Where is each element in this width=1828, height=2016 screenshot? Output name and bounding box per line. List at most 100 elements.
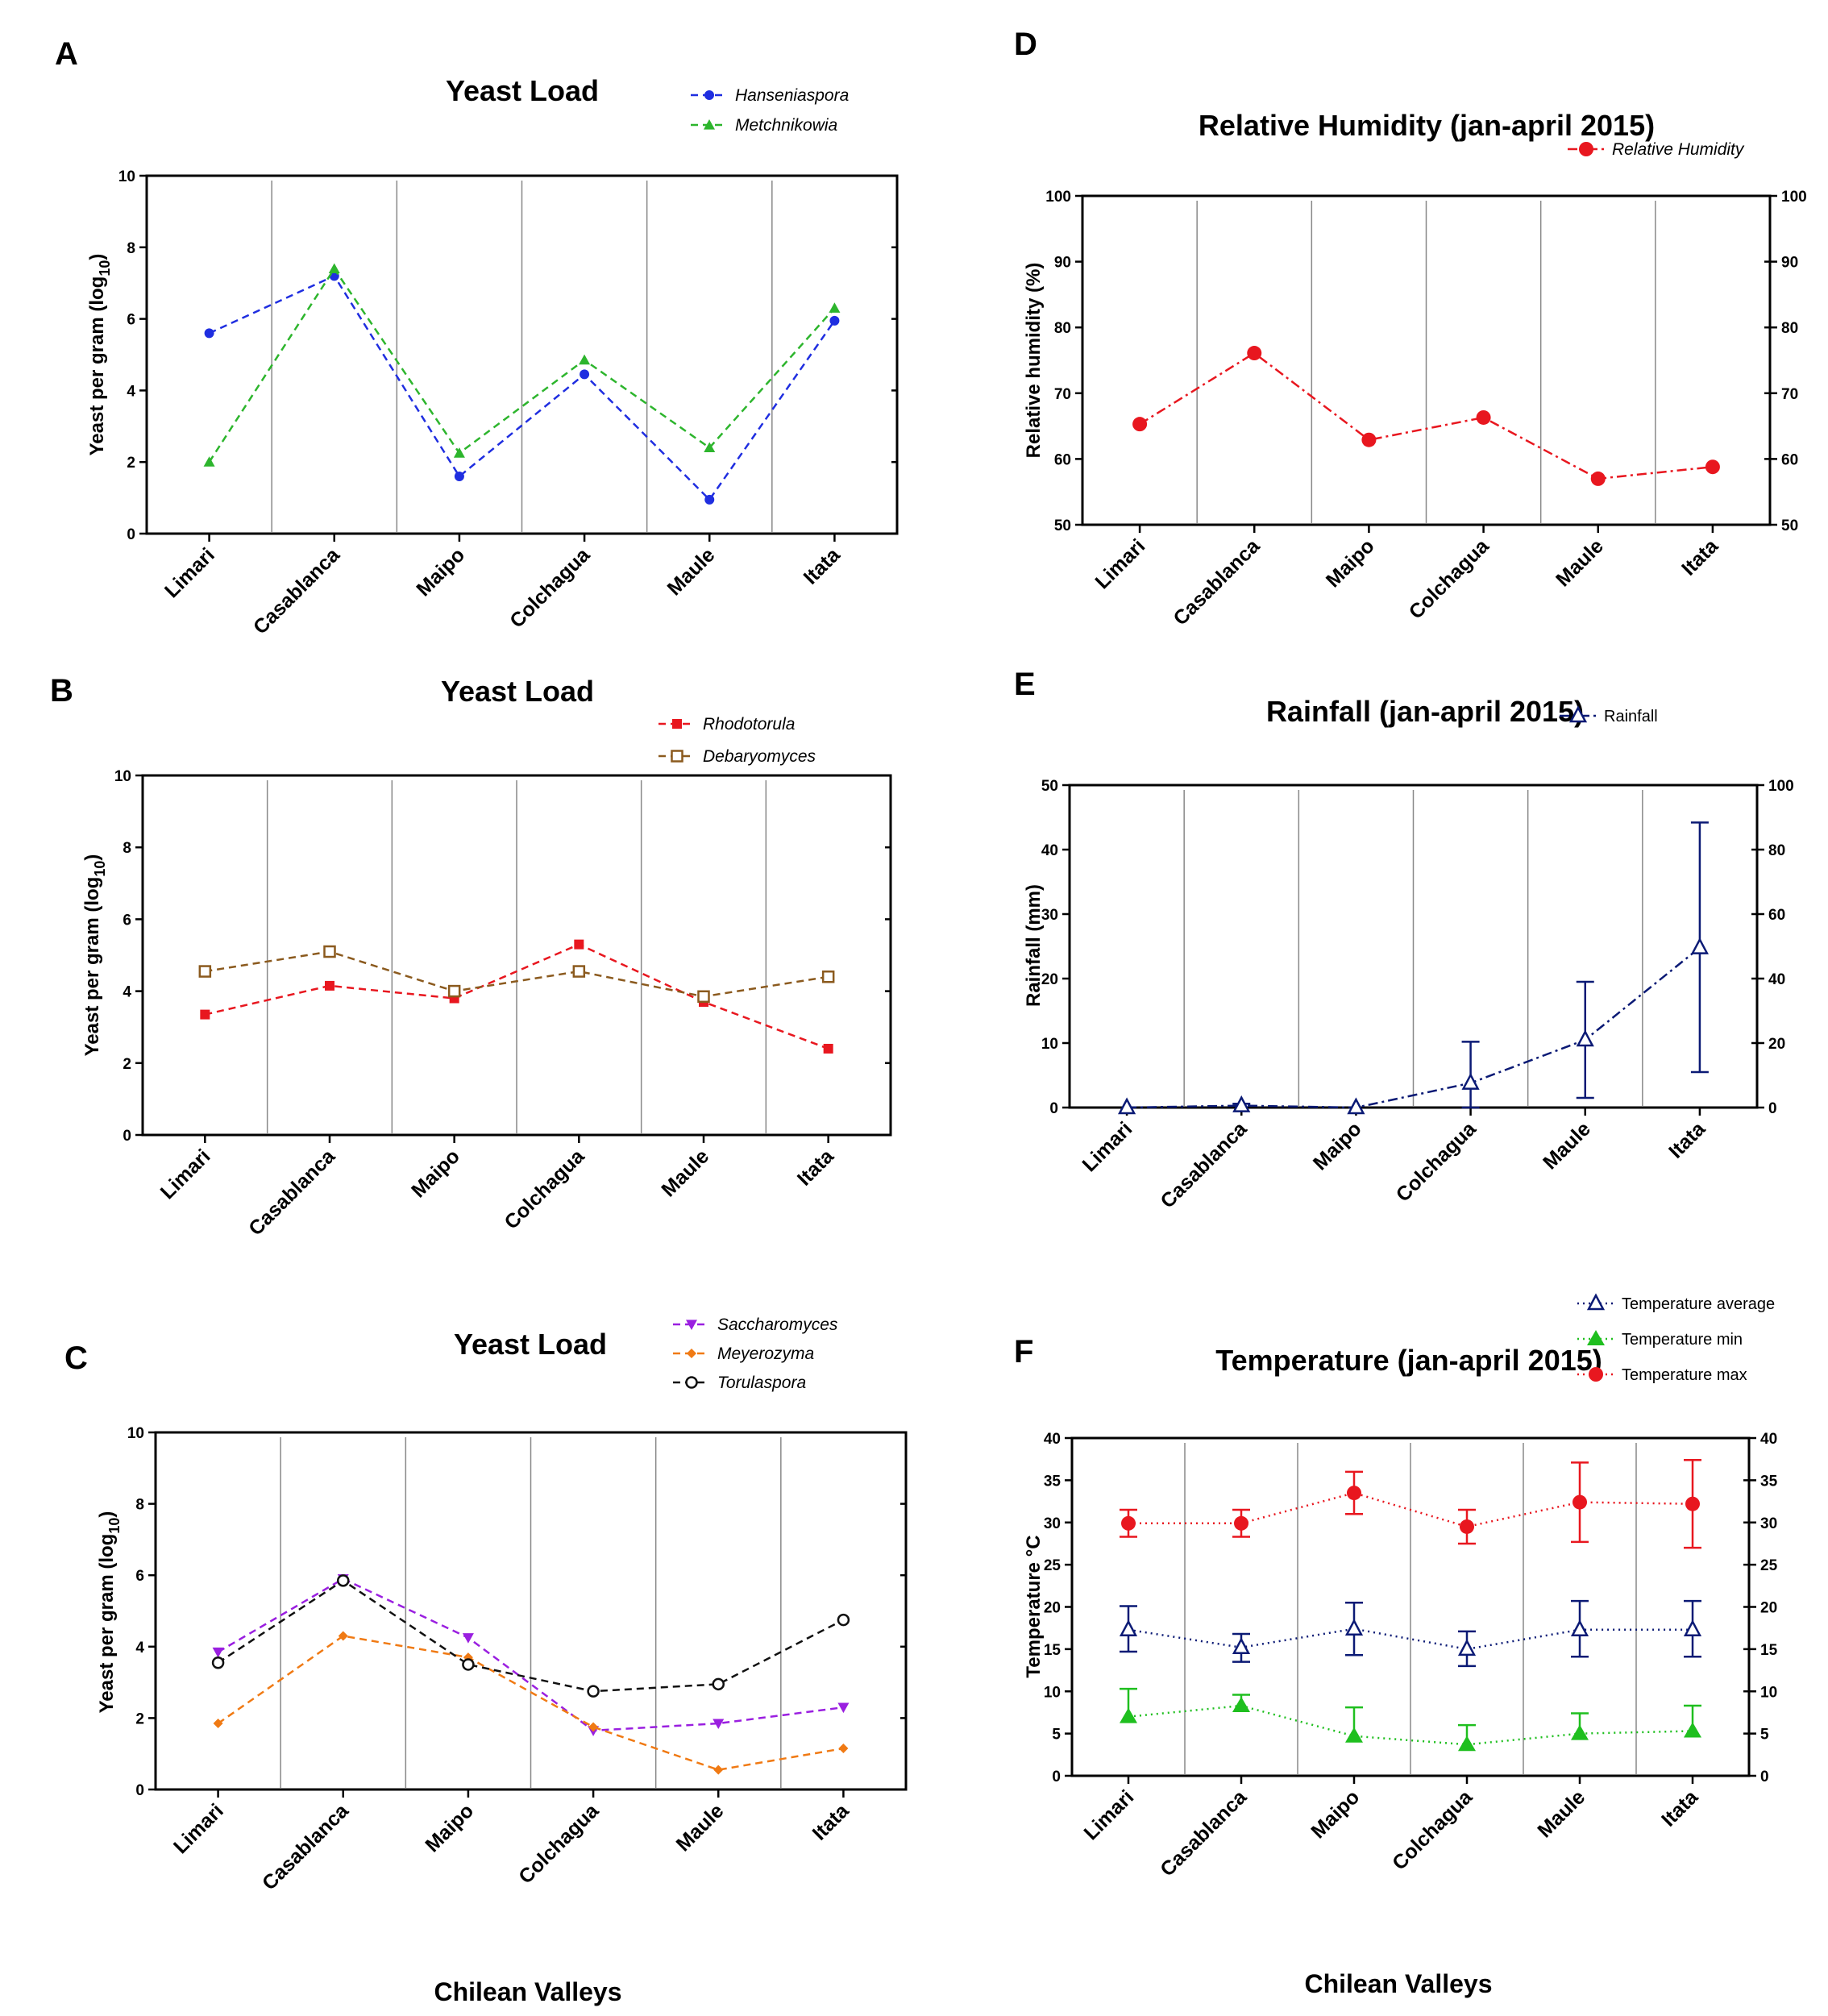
y-axis-label: Yeast per gram (log10) bbox=[86, 254, 113, 456]
y-tick-label: 10 bbox=[1041, 1036, 1058, 1053]
y-axis-label-part: Yeast per gram (log bbox=[86, 276, 108, 456]
legend-entry: Temperature average bbox=[1577, 1293, 1775, 1313]
series-relative-humidity bbox=[1132, 346, 1720, 486]
y-tick-label: 0 bbox=[1052, 1769, 1061, 1785]
legend-label: Saccharomyces bbox=[717, 1316, 838, 1334]
marker-point bbox=[1587, 1330, 1605, 1345]
chart-title: Yeast Load bbox=[454, 1328, 607, 1361]
right-y-tick-label: 0 bbox=[1760, 1769, 1769, 1785]
marker-point bbox=[1460, 1519, 1474, 1534]
panel-letter: A bbox=[55, 36, 78, 72]
y-tick-label: 30 bbox=[1044, 1515, 1061, 1532]
marker-point bbox=[712, 1677, 725, 1691]
marker-point bbox=[1572, 1494, 1587, 1510]
series-line bbox=[217, 1635, 844, 1771]
right-y-tick-label: 70 bbox=[1781, 386, 1798, 403]
y-axis-label-part: Yeast per gram (log bbox=[96, 1534, 118, 1714]
marker-point bbox=[462, 1658, 475, 1671]
series-line bbox=[209, 274, 836, 501]
marker-point bbox=[572, 965, 586, 978]
marker-point bbox=[1684, 1722, 1701, 1738]
marker-point bbox=[1121, 1515, 1136, 1531]
marker-point bbox=[704, 494, 715, 505]
legend-entry: Temperature min bbox=[1577, 1330, 1743, 1349]
marker-point bbox=[574, 939, 584, 950]
plot-frame bbox=[1068, 784, 1759, 1109]
marker-point bbox=[1247, 346, 1262, 361]
marker-point bbox=[213, 1719, 223, 1729]
marker-point bbox=[704, 442, 716, 453]
chart-title: Rainfall (jan-april 2015) bbox=[1266, 695, 1584, 728]
marker-point bbox=[829, 315, 840, 326]
marker-point bbox=[1232, 1697, 1250, 1713]
marker-point bbox=[1234, 1515, 1248, 1531]
marker-point bbox=[837, 1613, 850, 1627]
y-tick-label: 6 bbox=[135, 1568, 144, 1585]
marker-point bbox=[713, 1765, 724, 1775]
y-tick-label: 70 bbox=[1054, 386, 1071, 403]
marker-point bbox=[211, 1656, 225, 1669]
legend-label: Debaryomyces bbox=[703, 747, 816, 766]
marker-point bbox=[704, 90, 714, 100]
right-y-tick-label: 80 bbox=[1781, 320, 1798, 337]
plot-frame bbox=[145, 174, 899, 535]
y-axis-label-part: Yeast per gram (log bbox=[81, 877, 103, 1057]
marker-point bbox=[328, 263, 340, 274]
legend-label: Meyerozyma bbox=[717, 1345, 814, 1363]
right-y-tick-label: 60 bbox=[1781, 451, 1798, 468]
marker-point bbox=[203, 456, 215, 467]
y-tick-label: 15 bbox=[1044, 1642, 1061, 1659]
marker-point bbox=[1568, 705, 1588, 723]
marker-point bbox=[1132, 417, 1148, 432]
y-tick-label: 10 bbox=[114, 768, 131, 785]
marker-point bbox=[1570, 1619, 1589, 1637]
right-y-tick-label: 40 bbox=[1760, 1431, 1777, 1448]
y-tick-label: 8 bbox=[135, 1497, 144, 1514]
marker-point bbox=[587, 1685, 600, 1698]
marker-point bbox=[838, 1744, 849, 1754]
right-y-tick-label: 15 bbox=[1760, 1642, 1778, 1659]
marker-point bbox=[1361, 432, 1377, 447]
marker-point bbox=[1344, 1619, 1364, 1636]
y-tick-label: 100 bbox=[1045, 189, 1071, 206]
x-axis-title-left: Chilean Valleys bbox=[434, 1977, 621, 2006]
y-tick-label: 90 bbox=[1054, 255, 1071, 272]
y-axis-label: Relative humidity (%) bbox=[1023, 263, 1045, 459]
series-line bbox=[217, 1579, 844, 1693]
right-y-tick-label: 35 bbox=[1760, 1473, 1778, 1490]
legend-label: Hanseniaspora bbox=[735, 86, 849, 105]
y-tick-label: 60 bbox=[1054, 451, 1071, 468]
panel-letter: B bbox=[50, 673, 73, 709]
right-y-tick-label: 30 bbox=[1760, 1515, 1777, 1532]
series-line bbox=[217, 1577, 844, 1732]
marker-point bbox=[323, 945, 336, 958]
series-temperature-average bbox=[1119, 1599, 1702, 1668]
right-y-tick-label: 25 bbox=[1760, 1557, 1778, 1574]
y-axis-label-part: ) bbox=[96, 1511, 118, 1518]
y-axis-label-subscript: 10 bbox=[106, 1518, 123, 1534]
series-rainfall bbox=[1118, 821, 1709, 1115]
legend-entry: Torulaspora bbox=[673, 1374, 806, 1392]
chart-title: Temperature (jan-april 2015) bbox=[1215, 1344, 1602, 1377]
right-y-tick-label: 20 bbox=[1760, 1600, 1777, 1617]
marker-point bbox=[447, 984, 461, 998]
plot-frame bbox=[1081, 194, 1772, 526]
y-tick-label: 80 bbox=[1054, 320, 1071, 337]
y-axis-label-subscript: 10 bbox=[97, 260, 113, 276]
marker-point bbox=[325, 980, 334, 991]
marker-point bbox=[1119, 1619, 1138, 1637]
y-tick-label: 8 bbox=[123, 840, 131, 857]
y-tick-label: 0 bbox=[123, 1128, 131, 1145]
marker-point bbox=[686, 1320, 697, 1330]
y-tick-label: 10 bbox=[118, 168, 135, 185]
marker-point bbox=[1461, 1072, 1480, 1090]
panel-letter: D bbox=[1014, 27, 1037, 62]
series-line bbox=[1128, 1491, 1693, 1528]
series-debaryomyces bbox=[198, 945, 835, 1004]
y-tick-label: 50 bbox=[1041, 778, 1058, 795]
marker-point bbox=[1685, 1496, 1700, 1511]
marker-point bbox=[200, 1009, 210, 1020]
y-axis-label: Rainfall (mm) bbox=[1023, 884, 1045, 1007]
y-tick-label: 6 bbox=[127, 312, 135, 329]
